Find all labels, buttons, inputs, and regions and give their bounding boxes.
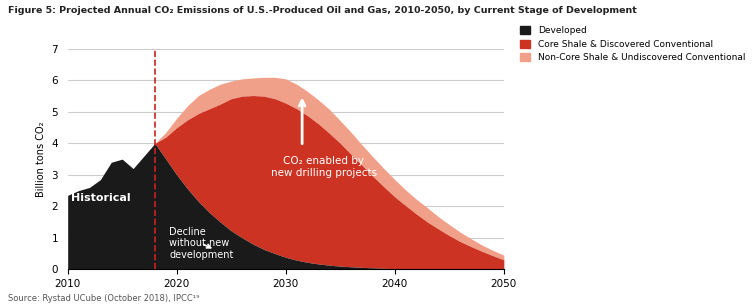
- Legend: Developed, Core Shale & Discovered Conventional, Non-Core Shale & Undiscovered C: Developed, Core Shale & Discovered Conve…: [520, 26, 745, 62]
- Text: Decline
without new
development: Decline without new development: [169, 227, 233, 260]
- Text: Historical: Historical: [71, 193, 130, 203]
- Text: Figure 5: Projected Annual CO₂ Emissions of U.S.-Produced Oil and Gas, 2010-2050: Figure 5: Projected Annual CO₂ Emissions…: [8, 6, 636, 15]
- Y-axis label: Billion tons CO₂: Billion tons CO₂: [36, 121, 46, 197]
- Text: CO₂ enabled by
new drilling projects: CO₂ enabled by new drilling projects: [271, 156, 377, 177]
- Text: Source: Rystad UCube (October 2018), IPCC¹⁹: Source: Rystad UCube (October 2018), IPC…: [8, 294, 199, 303]
